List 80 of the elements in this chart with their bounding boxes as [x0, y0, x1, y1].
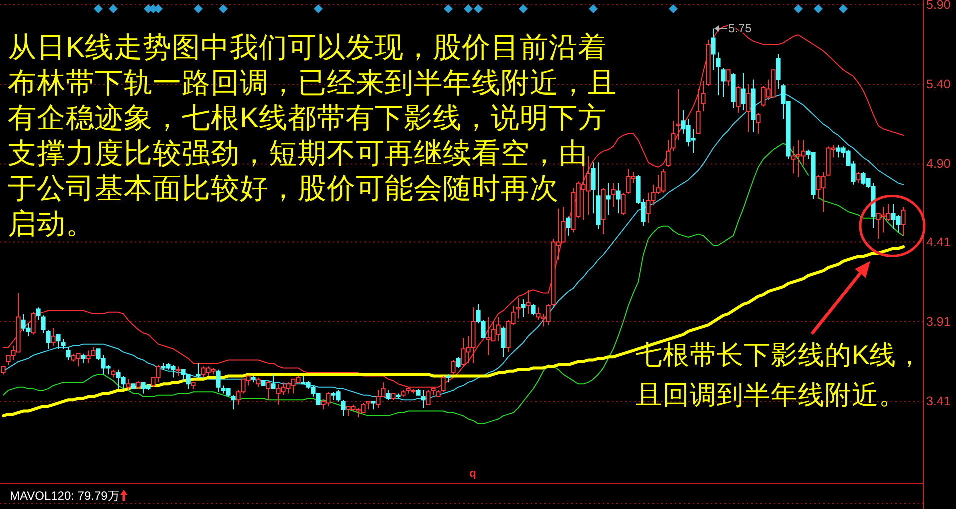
candlestick: [41, 315, 46, 334]
candlestick: [251, 376, 256, 384]
candlestick: [271, 374, 276, 390]
candlestick: [451, 360, 456, 376]
candlestick: [716, 52, 721, 96]
candlestick: [751, 79, 756, 133]
candlestick: [176, 366, 181, 377]
candlestick: [66, 347, 71, 361]
candlestick: [51, 328, 56, 346]
candlestick: [621, 192, 626, 216]
candlestick: [676, 88, 681, 141]
candlestick: [426, 390, 431, 406]
candlestick: [81, 353, 86, 364]
candlestick: [671, 120, 676, 152]
candlestick: [596, 162, 601, 230]
y-tick-label: 4.90: [926, 157, 951, 172]
candlestick: [416, 388, 421, 396]
candlestick: [31, 312, 36, 336]
candlestick: [391, 393, 396, 401]
candlestick: [856, 172, 861, 184]
candlestick: [606, 182, 611, 216]
candlestick: [666, 140, 671, 168]
y-tick-label: 3.41: [926, 394, 951, 409]
y-tick-label: 5.90: [926, 0, 951, 12]
line-series: [2, 246, 905, 418]
candlestick: [341, 400, 346, 417]
candlestick: [736, 86, 741, 114]
candlestick: [421, 390, 426, 409]
candlestick: [126, 378, 131, 392]
candlestick: [231, 394, 236, 410]
candlestick: [526, 290, 531, 315]
candlestick: [516, 298, 521, 320]
candlestick: [616, 182, 621, 214]
y-tick-label: 3.91: [926, 315, 951, 329]
candlestick: [706, 39, 711, 87]
candlestick: [371, 401, 376, 410]
candlestick: [696, 88, 701, 134]
candlestick: [401, 390, 406, 398]
candlestick: [741, 72, 746, 110]
candlestick: [901, 206, 906, 236]
annotation: q: [470, 468, 476, 480]
candlestick: [191, 382, 196, 390]
candlestick: [111, 369, 116, 378]
candlestick: [611, 182, 616, 208]
candlestick: [776, 54, 781, 90]
candlestick: [701, 80, 706, 112]
annotation: 七根带长下影线的K线，且回调到半年线附近。: [636, 340, 924, 410]
candlestick: [501, 326, 506, 358]
candlestick: [446, 374, 451, 384]
candlestick: [56, 334, 61, 350]
candlestick: [721, 68, 726, 98]
candlestick: [711, 28, 716, 71]
candlestick: [396, 393, 401, 400]
candlestick: [756, 112, 761, 134]
candlestick: [531, 304, 536, 316]
y-tick-label: 4.41: [926, 235, 951, 250]
candlestick: [521, 299, 526, 318]
annotation: 从日K线走势图中我们可以发现，股价目前沿着布林带下轨一路回调，已经来到半年线附近，且有企稳迹象，七根K线都带有下影线，说明下方支撑力度比较强劲，短期不可再继续看空，由于公司基本面比较好，股价可能会随时再次启动。: [8, 32, 617, 240]
candlestick: [256, 377, 261, 388]
candlestick: [36, 307, 41, 321]
candlestick: [216, 369, 221, 393]
candlestick: [261, 380, 266, 386]
candlestick: [131, 384, 136, 390]
candlestick: [566, 216, 571, 236]
candlestick: [746, 84, 751, 133]
candlestick: [436, 390, 441, 398]
candlestick: [366, 401, 371, 410]
candlestick: [591, 162, 596, 214]
candlestick: [266, 380, 271, 401]
candlestick: [136, 380, 141, 390]
candlestick: [61, 339, 66, 350]
candlestick: [196, 362, 201, 378]
candlestick: [731, 72, 736, 109]
candlestick: [386, 390, 391, 401]
candlestick: [601, 188, 606, 235]
candlestick: [726, 70, 731, 87]
y-tick-label: 5.40: [926, 77, 951, 92]
text: MAVOL120: 79.79万: [10, 489, 120, 503]
candlestick: [456, 356, 461, 369]
candlestick: [46, 329, 51, 350]
